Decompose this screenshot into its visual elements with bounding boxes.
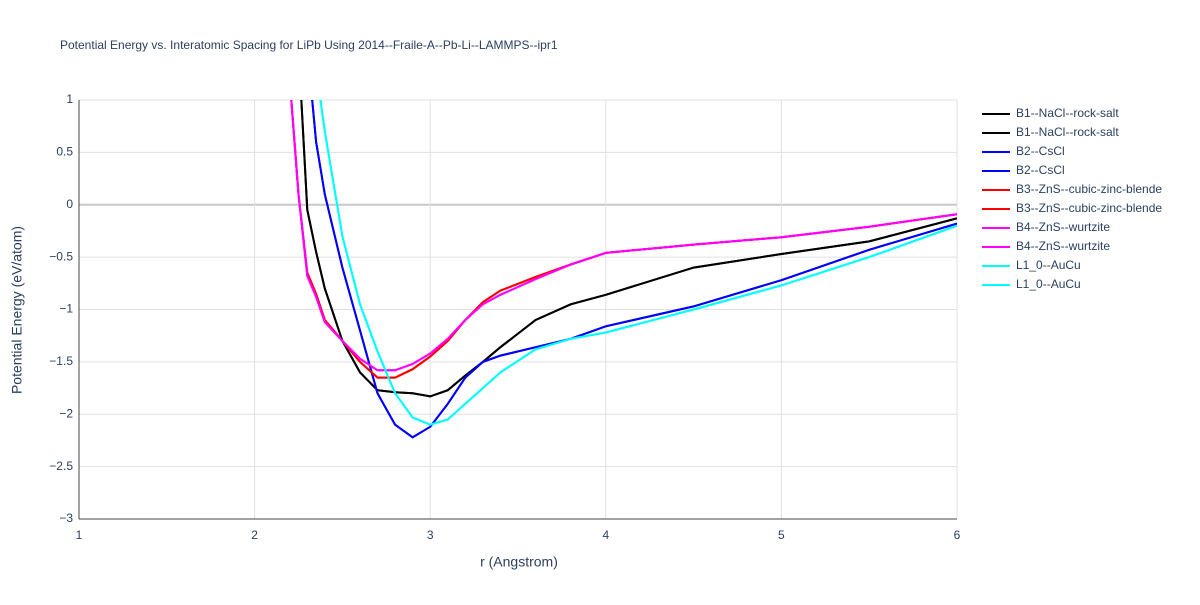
chart-title: Potential Energy vs. Interatomic Spacing…	[60, 38, 558, 52]
series-line	[290, 100, 957, 372]
legend-label: B1--NaCl--rock-salt	[1016, 125, 1119, 139]
x-tick-label: 5	[778, 528, 785, 542]
y-axis-title: Potential Energy (eV/atom)	[9, 226, 25, 394]
y-tick-label: −0.5	[49, 249, 73, 263]
y-tick-label: −1.5	[49, 354, 73, 368]
series-line	[300, 100, 957, 398]
x-tick-label: 4	[602, 528, 609, 542]
y-tick-label: 0.5	[56, 145, 73, 159]
y-tick-label: −1	[59, 302, 73, 316]
legend-label: B4--ZnS--wurtzite	[1016, 220, 1110, 234]
legend-label: L1_0--AuCu	[1016, 277, 1081, 291]
x-tick-label: 6	[954, 528, 961, 542]
y-tick-label: 0	[66, 197, 73, 211]
series-line	[290, 100, 957, 372]
x-tick-label: 1	[76, 528, 83, 542]
x-tick-label: 3	[427, 528, 434, 542]
legend: B1--NaCl--rock-salt B1--NaCl--rock-salt B2…	[982, 106, 1162, 291]
legend-label: L1_0--AuCu	[1016, 258, 1081, 272]
legend-label: B2--CsCl	[1016, 163, 1065, 177]
y-tick-label: −2.5	[49, 459, 73, 473]
legend-label: B1--NaCl--rock-salt	[1016, 106, 1119, 120]
series-line	[319, 100, 957, 426]
series-line	[300, 100, 957, 398]
y-tick-label: −2	[59, 406, 73, 420]
series-line	[311, 100, 957, 439]
grid: −3 −2.5 −2 −1.5 −1 −0.5 0 0.5 1 1 2 3 4 5 6	[49, 92, 960, 542]
legend-label: B4--ZnS--wurtzite	[1016, 239, 1110, 253]
series-line	[311, 100, 957, 439]
y-tick-label: −3	[59, 511, 73, 525]
y-tick-label: 1	[66, 92, 73, 106]
x-axis-title: r (Angstrom)	[480, 554, 558, 570]
plot-area	[290, 100, 957, 439]
series-line	[319, 100, 957, 426]
legend-label: B2--CsCl	[1016, 144, 1065, 158]
legend-label: B3--ZnS--cubic-zinc-blende	[1016, 182, 1162, 196]
legend-label: B3--ZnS--cubic-zinc-blende	[1016, 201, 1162, 215]
x-tick-label: 2	[251, 528, 258, 542]
